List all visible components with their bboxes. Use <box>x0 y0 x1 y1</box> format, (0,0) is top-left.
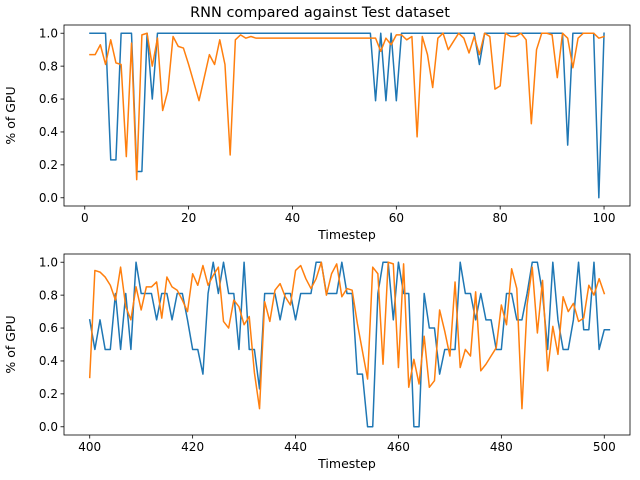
y-tick-label: 1.0 <box>39 26 58 40</box>
x-tick-label: 80 <box>493 211 508 225</box>
y-tick-label: 0.8 <box>39 59 58 73</box>
y-axis-label: % of GPU <box>3 86 18 144</box>
x-tick-label: 60 <box>389 211 404 225</box>
x-tick-label: 480 <box>490 440 513 454</box>
y-tick-label: 0.2 <box>39 387 58 401</box>
y-tick-label: 0.4 <box>39 125 58 139</box>
x-tick-label: 420 <box>181 440 204 454</box>
y-tick-label: 0.2 <box>39 158 58 172</box>
figure-title: RNN compared against Test dataset <box>190 5 450 21</box>
series-line-1 <box>88 261 611 428</box>
y-tick-label: 0.0 <box>39 191 58 205</box>
y-tick-label: 0.4 <box>39 354 58 368</box>
x-tick-label: 440 <box>284 440 307 454</box>
series-line-2 <box>88 261 606 410</box>
x-tick-label: 500 <box>593 440 616 454</box>
x-tick-label: 20 <box>181 211 196 225</box>
y-tick-label: 0.6 <box>39 321 58 335</box>
chart-top: 0 20 40 60 80 100 0.0 0.2 0.4 0.6 0.8 1.0 Timestep % … <box>3 24 631 242</box>
plot-frame <box>63 253 631 436</box>
y-tick-label: 0.0 <box>39 420 58 434</box>
y-tick-label: 0.8 <box>39 288 58 302</box>
y-tick-label: 0.6 <box>39 92 58 106</box>
y-axis-label: % of GPU <box>3 315 18 373</box>
series-line-2 <box>89 32 605 181</box>
x-tick-label: 40 <box>285 211 300 225</box>
series-line-1 <box>89 32 605 199</box>
x-tick-label: 100 <box>593 211 616 225</box>
x-tick-label: 0 <box>81 211 89 225</box>
x-axis-label: Timestep <box>317 456 376 471</box>
x-tick-label: 400 <box>78 440 101 454</box>
x-axis-label: Timestep <box>317 227 376 242</box>
plot-frame <box>63 24 631 207</box>
x-tick-label: 460 <box>387 440 410 454</box>
chart-bottom: 400 420 440 460 480 500 0.0 0.2 0.4 0.6 0.8 1.0 Time… <box>3 253 631 471</box>
y-tick-label: 1.0 <box>39 255 58 269</box>
